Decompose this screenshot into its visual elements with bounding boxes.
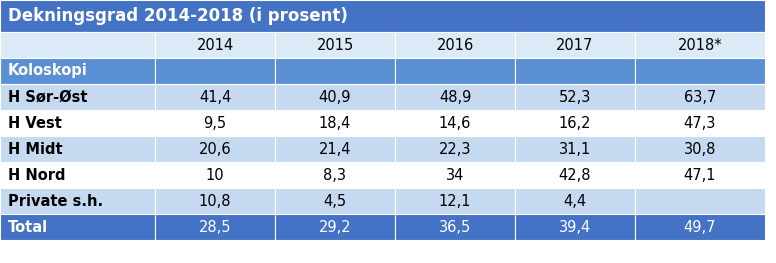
Text: Dekningsgrad 2014-2018 (i prosent): Dekningsgrad 2014-2018 (i prosent)	[8, 7, 348, 25]
Bar	[155, 58, 275, 84]
Text: 2015: 2015	[317, 38, 354, 53]
Bar	[0, 32, 155, 58]
Bar	[275, 84, 395, 110]
Text: Koloskopi: Koloskopi	[8, 63, 88, 78]
Bar	[0, 58, 155, 84]
Text: Private s.h.: Private s.h.	[8, 194, 103, 209]
Text: H Midt: H Midt	[8, 141, 63, 156]
Text: 29,2: 29,2	[319, 220, 352, 235]
Text: 4,4: 4,4	[563, 194, 587, 209]
Text: 10,8: 10,8	[199, 194, 231, 209]
Bar	[0, 214, 155, 240]
Bar	[635, 188, 765, 214]
Text: 10: 10	[206, 168, 224, 183]
Text: 48,9: 48,9	[438, 89, 471, 104]
Bar	[0, 136, 155, 162]
Text: 4,5: 4,5	[324, 194, 347, 209]
Bar	[395, 110, 515, 136]
Text: 18,4: 18,4	[319, 115, 352, 130]
Bar	[155, 214, 275, 240]
Text: 34: 34	[446, 168, 464, 183]
Text: 14,6: 14,6	[438, 115, 471, 130]
Text: 49,7: 49,7	[684, 220, 716, 235]
Bar	[155, 110, 275, 136]
Bar	[515, 188, 635, 214]
Text: 30,8: 30,8	[684, 141, 716, 156]
Bar	[275, 58, 395, 84]
Text: 28,5: 28,5	[199, 220, 231, 235]
Bar	[635, 32, 765, 58]
Text: 42,8: 42,8	[559, 168, 591, 183]
Bar	[0, 110, 155, 136]
Text: 31,1: 31,1	[559, 141, 591, 156]
Bar	[395, 136, 515, 162]
Text: 20,6: 20,6	[199, 141, 231, 156]
Bar	[395, 162, 515, 188]
Bar	[155, 136, 275, 162]
Bar	[275, 136, 395, 162]
Bar	[0, 0, 765, 32]
Text: 47,3: 47,3	[684, 115, 716, 130]
Bar	[515, 136, 635, 162]
Bar	[395, 58, 515, 84]
Text: 12,1: 12,1	[438, 194, 471, 209]
Bar	[275, 110, 395, 136]
Bar	[635, 58, 765, 84]
Bar	[635, 214, 765, 240]
Text: 41,4: 41,4	[199, 89, 231, 104]
Text: 52,3: 52,3	[559, 89, 591, 104]
Text: 39,4: 39,4	[559, 220, 591, 235]
Text: H Nord: H Nord	[8, 168, 65, 183]
Bar	[0, 162, 155, 188]
Text: 22,3: 22,3	[438, 141, 471, 156]
Text: 2018*: 2018*	[677, 38, 722, 53]
Text: 2014: 2014	[196, 38, 234, 53]
Text: 16,2: 16,2	[559, 115, 591, 130]
Bar	[0, 84, 155, 110]
Bar	[275, 32, 395, 58]
Bar	[395, 32, 515, 58]
Bar	[155, 32, 275, 58]
Text: Total: Total	[8, 220, 48, 235]
Bar	[275, 188, 395, 214]
Bar	[395, 214, 515, 240]
Text: 36,5: 36,5	[439, 220, 471, 235]
Bar	[515, 58, 635, 84]
Text: 9,5: 9,5	[203, 115, 227, 130]
Bar	[515, 32, 635, 58]
Text: 40,9: 40,9	[319, 89, 352, 104]
Bar	[515, 110, 635, 136]
Bar	[395, 84, 515, 110]
Bar	[635, 162, 765, 188]
Bar	[275, 214, 395, 240]
Bar	[155, 162, 275, 188]
Text: 2016: 2016	[436, 38, 473, 53]
Bar	[0, 188, 155, 214]
Bar	[395, 188, 515, 214]
Text: H Sør-Øst: H Sør-Øst	[8, 89, 88, 104]
Text: 47,1: 47,1	[684, 168, 716, 183]
Bar	[155, 188, 275, 214]
Bar	[155, 84, 275, 110]
Bar	[635, 136, 765, 162]
Text: 21,4: 21,4	[319, 141, 352, 156]
Bar	[275, 162, 395, 188]
Bar	[635, 110, 765, 136]
Bar	[515, 162, 635, 188]
Bar	[515, 84, 635, 110]
Text: H Vest: H Vest	[8, 115, 62, 130]
Text: 8,3: 8,3	[324, 168, 347, 183]
Text: 2017: 2017	[556, 38, 594, 53]
Bar	[515, 214, 635, 240]
Text: 63,7: 63,7	[684, 89, 716, 104]
Bar	[635, 84, 765, 110]
